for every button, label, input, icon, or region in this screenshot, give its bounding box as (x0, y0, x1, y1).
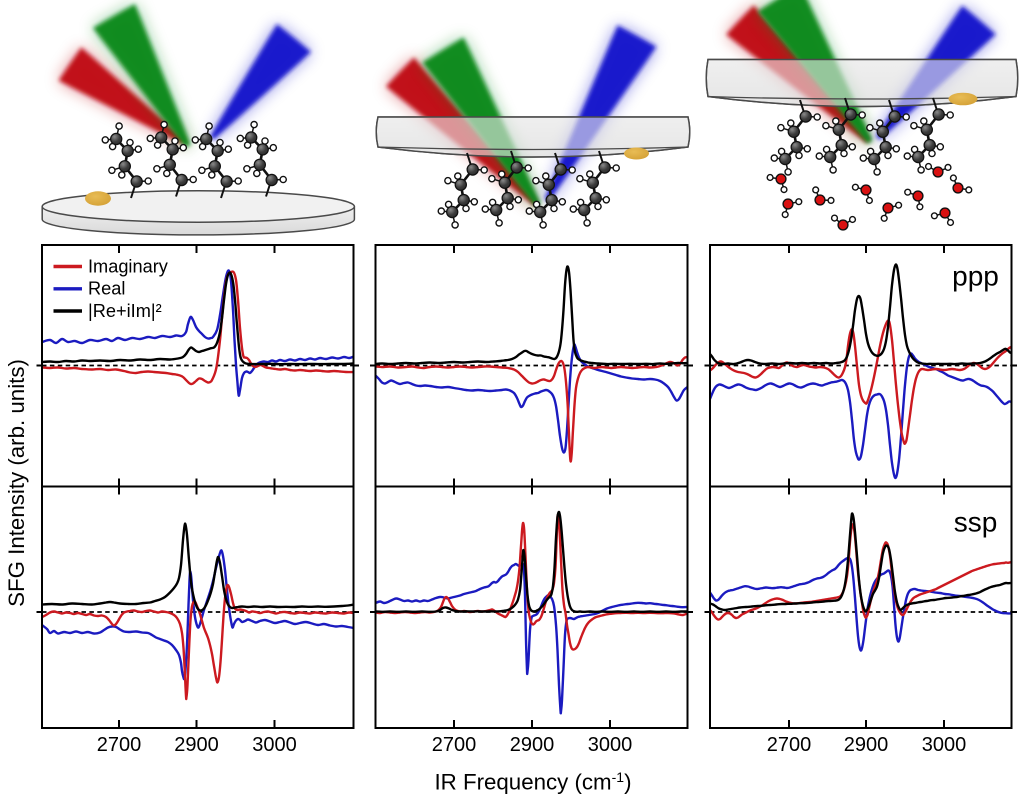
svg-text:3000: 3000 (588, 734, 633, 756)
svg-text:IR Frequency (cm-1): IR Frequency (cm-1) (434, 769, 631, 795)
svg-text:2900: 2900 (510, 734, 555, 756)
svg-text:3000: 3000 (922, 734, 967, 756)
svg-text:ppp: ppp (952, 261, 999, 292)
svg-text:2700: 2700 (97, 734, 142, 756)
svg-text:2700: 2700 (432, 734, 477, 756)
svg-text:2700: 2700 (767, 734, 812, 756)
svg-text:Real: Real (88, 279, 125, 299)
svg-text:ssp: ssp (954, 507, 998, 538)
svg-text:|Re+iIm|²: |Re+iIm|² (88, 301, 162, 321)
svg-text:2900: 2900 (174, 734, 219, 756)
svg-text:SFG Intensity (arb. units): SFG Intensity (arb. units) (4, 359, 29, 607)
svg-text:3000: 3000 (252, 734, 297, 756)
svg-text:2900: 2900 (844, 734, 889, 756)
svg-text:Imaginary: Imaginary (88, 256, 169, 276)
